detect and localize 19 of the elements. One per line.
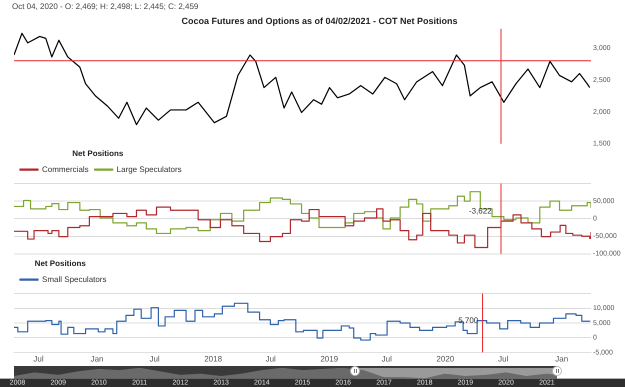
text: Oct 04, 2020 - O: 2,469; H: 2,498; L: 2,445; C: 2,459	[12, 2, 199, 12]
x-tick-label: Jul	[149, 354, 160, 364]
chart-title: Cocoa Futures and Options as of 04/02/2021 - COT Net Positions	[181, 16, 458, 26]
legend-title: Net Positions	[34, 259, 86, 268]
annotation: 5,700	[458, 316, 479, 326]
x-tick-label: 2019	[320, 354, 339, 364]
x-tick-label: Jul	[498, 354, 509, 364]
legend-label: Commercials	[42, 164, 89, 174]
x-tick-label: Jul	[382, 354, 392, 364]
legend-label: Small Speculators	[42, 274, 106, 284]
x-tick-label: Jul	[266, 354, 276, 364]
x-tick-label: Jul	[33, 354, 44, 364]
x-tick-label: Jan	[90, 354, 104, 364]
x-tick-label: 2020	[436, 354, 455, 364]
x-tick-label: Jan	[555, 354, 568, 364]
annotation: -3,622	[468, 206, 492, 216]
legend-label: Large Speculators	[116, 164, 182, 174]
x-tick-label: 2018	[204, 354, 223, 364]
legend-title: Net Positions	[72, 149, 124, 158]
